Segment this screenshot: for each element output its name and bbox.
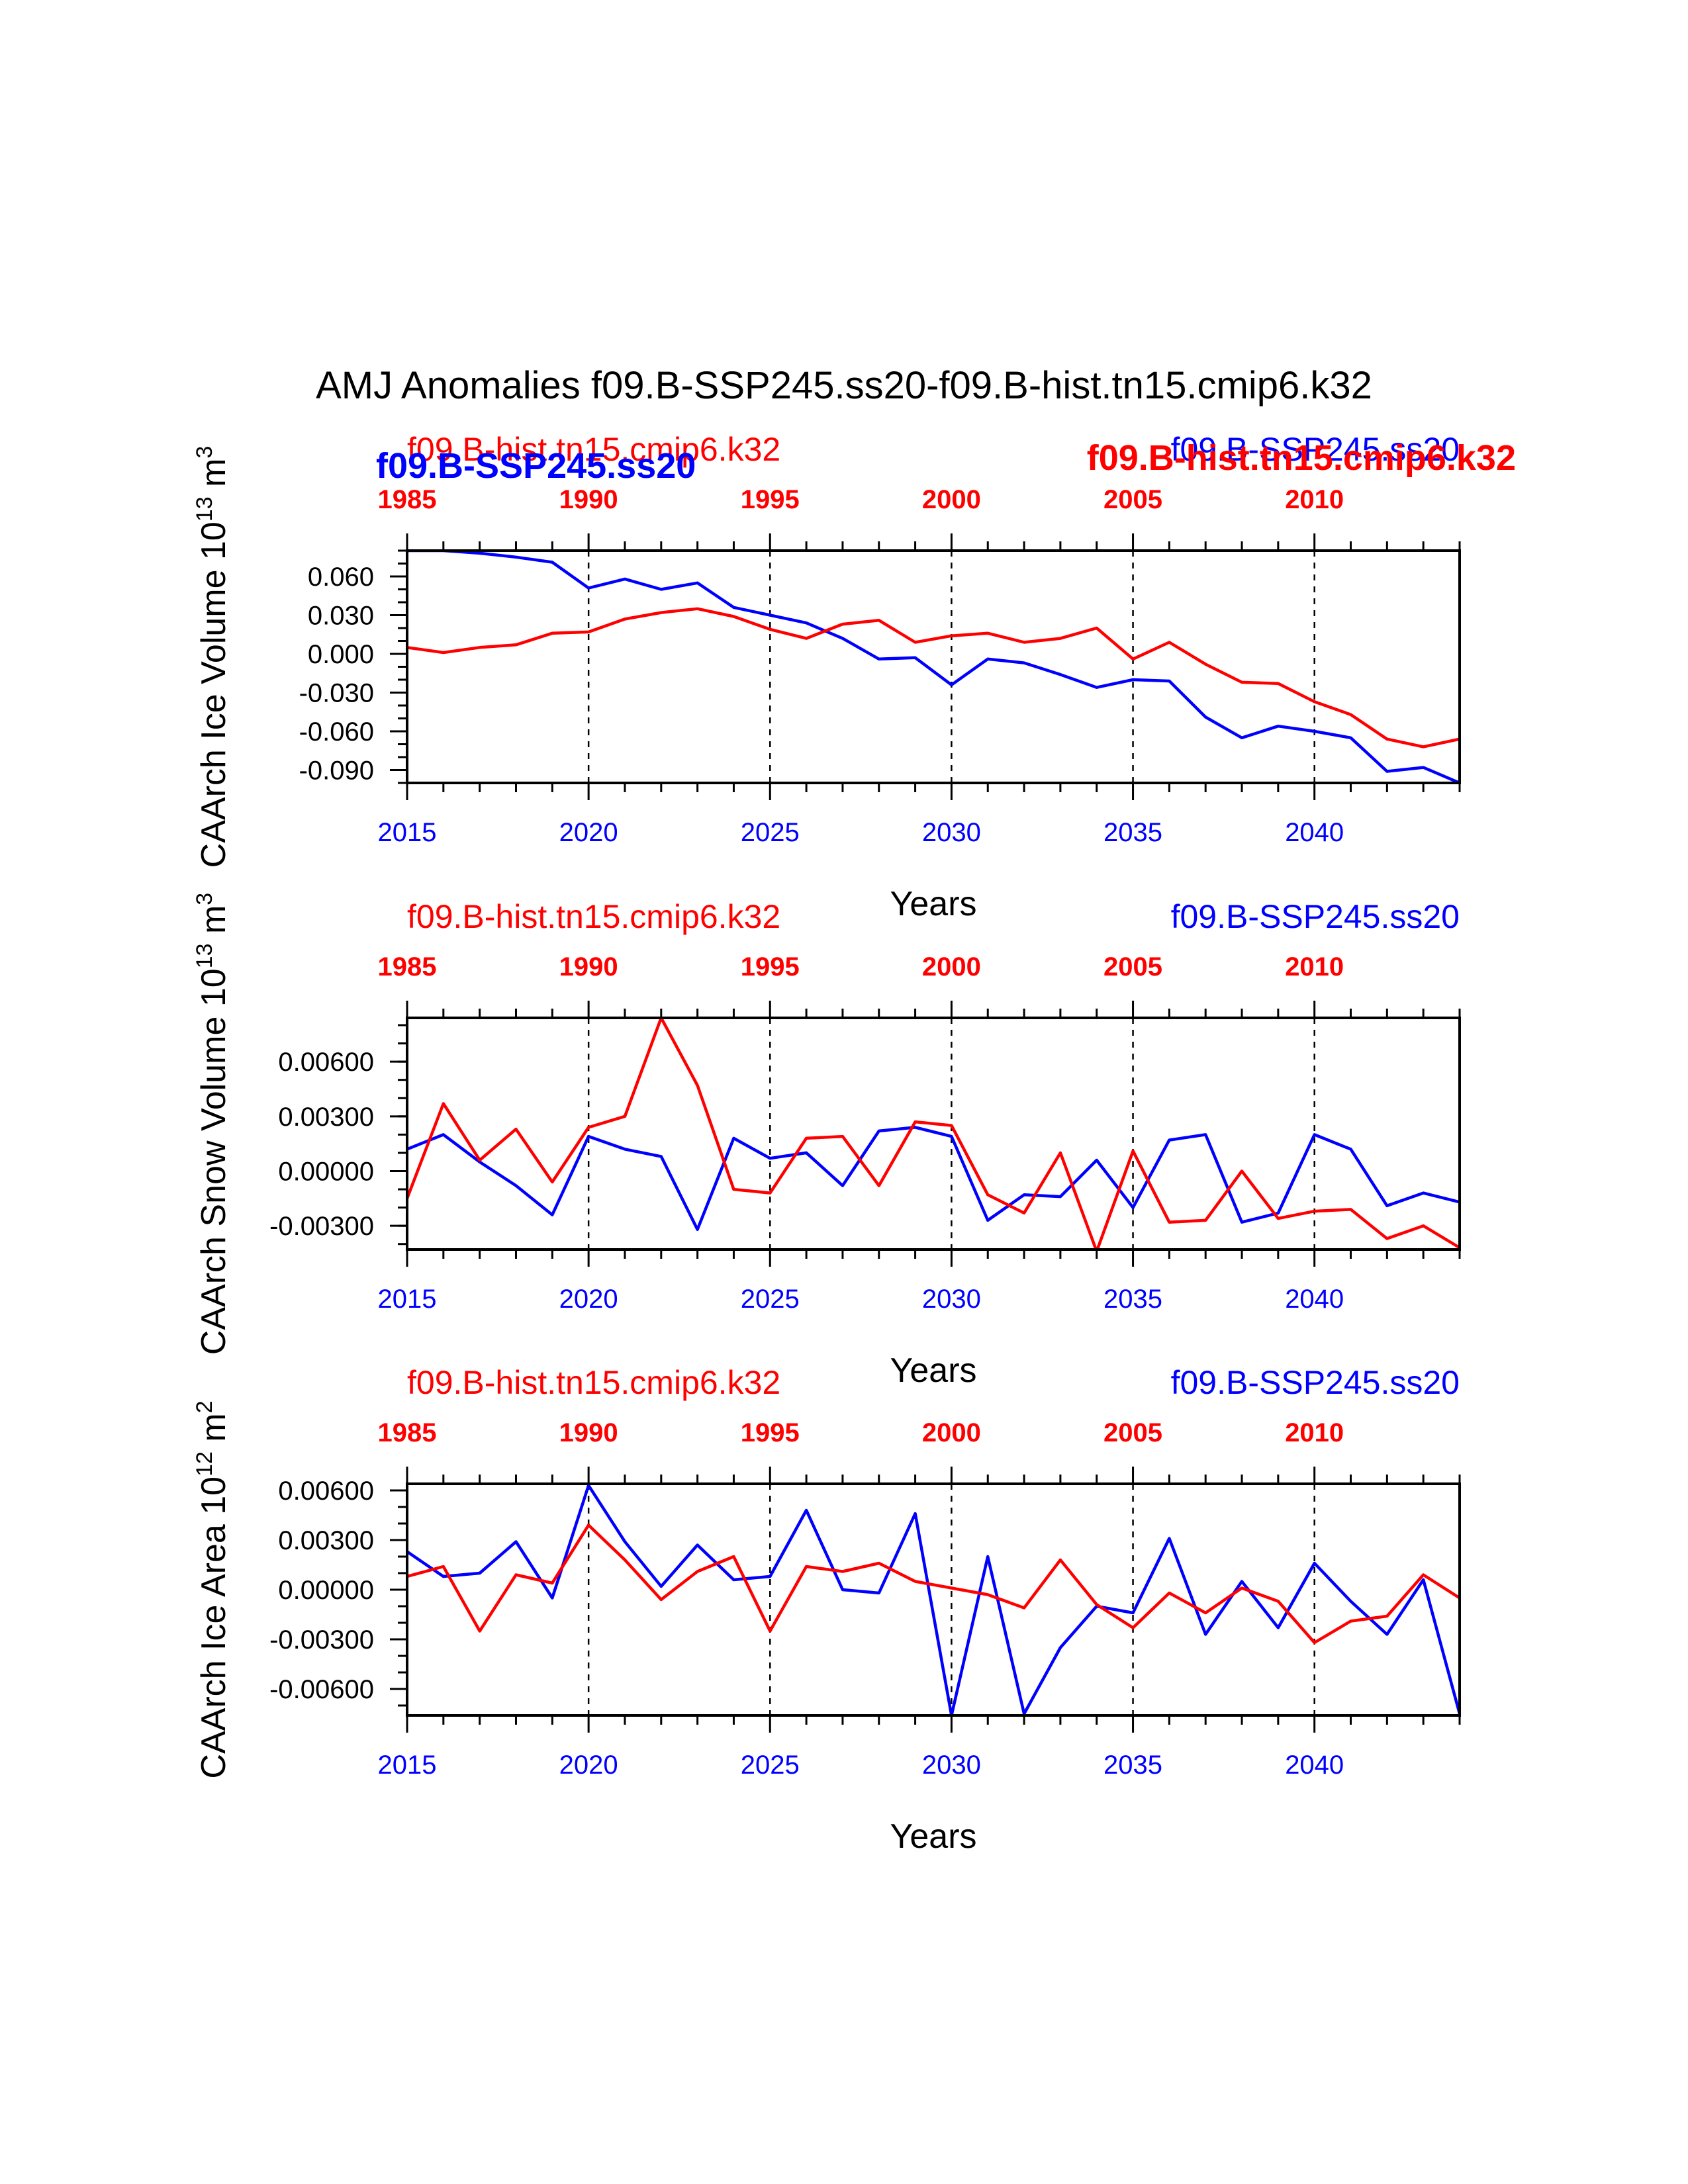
legend-overlap-hist: f09.B-hist.tn15.cmip6.k32 — [1087, 438, 1516, 478]
y-axis-title-text: CAArch Snow Volume 10 — [195, 968, 233, 1355]
legend-ssp245: f09.B-SSP245.ss20 — [1171, 1364, 1460, 1401]
x-axis-title: Years — [890, 1351, 976, 1390]
y-tick-label: -0.00600 — [269, 1675, 374, 1704]
chart-panel-2: 2015 2020 2025 2030 2035 2040 1985 1990 1995 2000… — [192, 893, 1461, 1390]
x-tick-label-bottom: 2030 — [922, 818, 981, 847]
legend-hist: f09.B-hist.tn15.cmip6.k32 — [407, 898, 780, 935]
x-axis-title: Years — [890, 885, 976, 923]
legend-ssp245: f09.B-SSP245.ss20 — [1171, 431, 1460, 468]
x-tick-label-top: 2005 — [1103, 1418, 1162, 1447]
x-tick-label-top: 2000 — [922, 485, 981, 514]
y-tick-label: -0.00300 — [269, 1625, 374, 1655]
x-tick-label-top: 2005 — [1103, 952, 1162, 981]
x-tick-label-bottom: 2025 — [741, 818, 800, 847]
x-tick-label-bottom: 2040 — [1285, 1751, 1344, 1780]
series-line-ssp245 — [407, 1126, 1460, 1231]
x-tick-label-top: 1990 — [559, 952, 618, 981]
y-axis-title-unit: m — [195, 905, 233, 944]
plot-frame — [406, 1482, 1461, 1717]
legend-ssp245: f09.B-SSP245.ss20 — [1171, 898, 1460, 935]
legend-overlap-ssp245: f09.B-SSP245.ss20 — [376, 446, 696, 486]
y-tick-label: 0.00600 — [278, 1048, 374, 1077]
x-tick-label-bottom: 2015 — [378, 818, 437, 847]
x-tick-label-bottom: 2020 — [559, 1751, 618, 1780]
x-tick-label-bottom: 2040 — [1285, 818, 1344, 847]
series-line-hist — [407, 607, 1460, 749]
x-axis-title: Years — [890, 1817, 976, 1856]
series-line-ssp245 — [407, 1484, 1460, 1715]
legend-hist: f09.B-hist.tn15.cmip6.k32 — [407, 431, 780, 468]
x-tick-label-bottom: 2020 — [559, 1285, 618, 1314]
x-tick-label-bottom: 2035 — [1103, 1751, 1162, 1780]
y-tick-label: 0.00300 — [278, 1103, 374, 1132]
x-tick-label-bottom: 2040 — [1285, 1285, 1344, 1314]
y-tick-label: -0.060 — [299, 717, 374, 747]
x-tick-label-top: 2010 — [1285, 485, 1344, 514]
x-tick-label-top: 1995 — [741, 1418, 800, 1447]
x-tick-label-top: 2000 — [922, 1418, 981, 1447]
y-axis-title-unit-exponent: 3 — [192, 893, 217, 905]
y-tick-label: 0.00600 — [278, 1477, 374, 1506]
y-tick-label: 0.00300 — [278, 1526, 374, 1555]
y-axis-title-unit-exponent: 2 — [192, 1400, 217, 1413]
x-tick-label-top: 2005 — [1103, 485, 1162, 514]
series-line-hist — [407, 1524, 1460, 1645]
legend-hist: f09.B-hist.tn15.cmip6.k32 — [407, 1364, 780, 1401]
x-tick-label-top: 2010 — [1285, 952, 1344, 981]
x-tick-label-top: 1990 — [559, 1418, 618, 1447]
y-tick-label: 0.000 — [308, 640, 374, 669]
y-tick-label: 0.00000 — [278, 1576, 374, 1605]
x-tick-label-bottom: 2025 — [741, 1285, 800, 1314]
x-tick-label-bottom: 2030 — [922, 1285, 981, 1314]
x-tick-label-bottom: 2015 — [378, 1751, 437, 1780]
x-tick-label-top: 2000 — [922, 952, 981, 981]
x-tick-label-top: 1985 — [378, 952, 437, 981]
y-axis-title-exponent: 12 — [192, 1451, 217, 1477]
y-axis-title-unit: m — [195, 459, 233, 497]
y-tick-label: 0.030 — [308, 602, 374, 631]
x-tick-label-bottom: 2035 — [1103, 818, 1162, 847]
y-axis-title: CAArch Snow Volume 1013 m3 — [192, 893, 233, 1355]
x-tick-label-bottom: 2015 — [378, 1285, 437, 1314]
plot-frame — [406, 549, 1461, 784]
y-axis-title-exponent: 13 — [192, 944, 217, 969]
series-line-hist — [407, 1018, 1460, 1250]
y-axis-title-unit: m — [195, 1413, 233, 1451]
x-tick-label-top: 1990 — [559, 485, 618, 514]
series-line-ssp245 — [407, 551, 1460, 783]
y-tick-label: -0.090 — [299, 756, 374, 786]
y-tick-label: -0.00300 — [269, 1212, 374, 1241]
x-tick-label-top: 1985 — [378, 1418, 437, 1447]
panels: 2015 2020 2025 2030 2035 2040 1985 1990 1995 2000… — [192, 431, 1516, 1856]
y-axis-title-unit-exponent: 3 — [192, 446, 217, 459]
y-tick-label: -0.030 — [299, 679, 374, 708]
chart-panel-1: 2015 2020 2025 2030 2035 2040 1985 1990 1995 2000… — [192, 431, 1516, 923]
x-tick-label-top: 2010 — [1285, 1418, 1344, 1447]
y-axis-title-exponent: 13 — [192, 496, 217, 522]
x-tick-label-bottom: 2035 — [1103, 1285, 1162, 1314]
x-tick-label-top: 1995 — [741, 952, 800, 981]
x-tick-label-bottom: 2030 — [922, 1751, 981, 1780]
figure-title: AMJ Anomalies f09.B-SSP245.ss20-f09.B-hi… — [316, 364, 1372, 407]
y-tick-label: 0.00000 — [278, 1157, 374, 1186]
y-tick-label: 0.060 — [308, 563, 374, 592]
y-axis-title-text: CAArch Ice Area 10 — [195, 1477, 233, 1779]
x-tick-label-top: 1985 — [378, 485, 437, 514]
y-axis-title-text: CAArch Ice Volume 10 — [195, 522, 233, 868]
x-tick-label-bottom: 2020 — [559, 818, 618, 847]
chart-panel-3: 2015 2020 2025 2030 2035 2040 1985 1990 1995 2000… — [192, 1364, 1461, 1856]
y-axis-title: CAArch Ice Volume 1013 m3 — [192, 446, 233, 868]
y-axis-title: CAArch Ice Area 1012 m2 — [192, 1400, 233, 1778]
x-tick-label-top: 1995 — [741, 485, 800, 514]
x-tick-label-bottom: 2025 — [741, 1751, 800, 1780]
